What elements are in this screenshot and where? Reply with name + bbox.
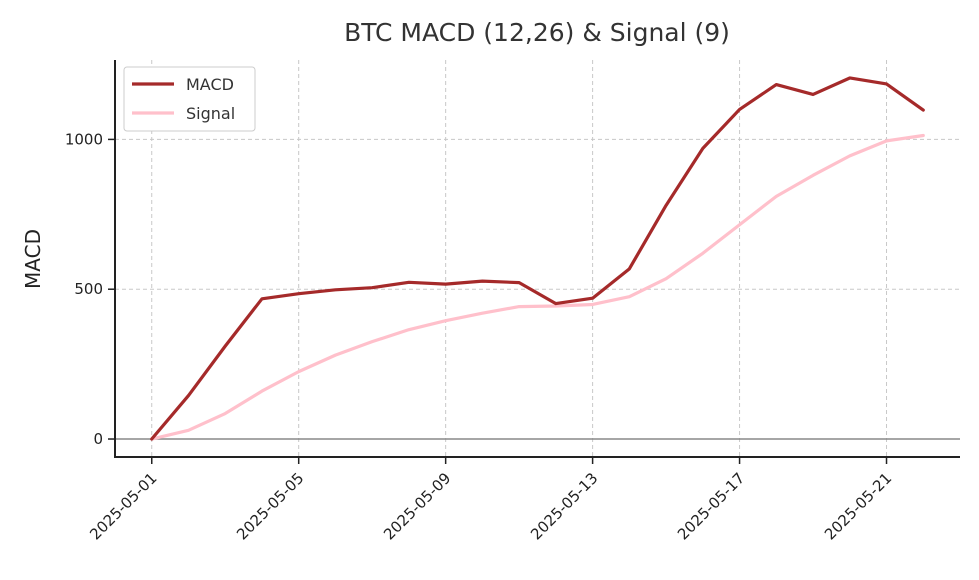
y-tick-label: 1000 <box>65 130 103 148</box>
series-line-macd <box>150 76 925 441</box>
chart-title: BTC MACD (12,26) & Signal (9) <box>344 18 730 47</box>
x-tick-label: 2025-05-01 <box>86 469 160 543</box>
x-tick-label: 2025-05-05 <box>233 469 307 543</box>
axis-layer: 0 500 1000 2025-05-01 2025-05-05 2025-05-09 20… <box>65 60 960 543</box>
y-axis-label: MACD <box>21 229 45 289</box>
series-line-signal <box>150 133 925 441</box>
x-tick-label: 2025-05-21 <box>821 469 895 543</box>
y-tick-label: 0 <box>93 430 103 448</box>
grid-layer <box>115 60 960 457</box>
x-tick-label: 2025-05-13 <box>527 469 601 543</box>
legend: MACD Signal <box>123 66 256 132</box>
legend-label-signal: Signal <box>186 104 235 123</box>
y-tick-label: 500 <box>74 280 103 298</box>
x-tick-label: 2025-05-17 <box>674 469 748 543</box>
x-tick-label: 2025-05-09 <box>380 469 454 543</box>
legend-label-macd: MACD <box>186 75 234 94</box>
series-layer <box>150 76 925 441</box>
